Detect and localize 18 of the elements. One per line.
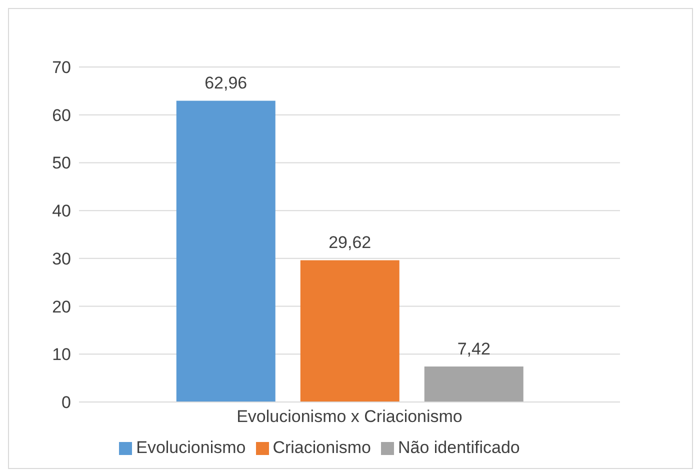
bar: [300, 260, 400, 402]
data-label: 62,96: [204, 74, 248, 93]
data-label: 29,62: [328, 233, 372, 252]
y-tick-label: 40: [52, 202, 71, 221]
legend-label: Criacionismo: [272, 438, 371, 457]
legend-label: Evolucionismo: [136, 438, 246, 457]
y-tick-label: 70: [52, 58, 71, 78]
data-label: 7,42: [457, 339, 490, 358]
y-tick-label: 10: [52, 345, 71, 364]
y-tick-label: 0: [62, 393, 71, 412]
y-tick-label: 50: [52, 154, 71, 173]
x-tick-label: Evolucionismo x Criacionismo: [236, 407, 462, 426]
y-tick-label: 60: [52, 106, 71, 125]
bar: [176, 100, 276, 402]
y-tick-label: 20: [52, 297, 71, 316]
y-tick-label: 30: [52, 249, 71, 268]
bar: [424, 366, 524, 402]
legend-label: Não identificado: [398, 438, 520, 457]
